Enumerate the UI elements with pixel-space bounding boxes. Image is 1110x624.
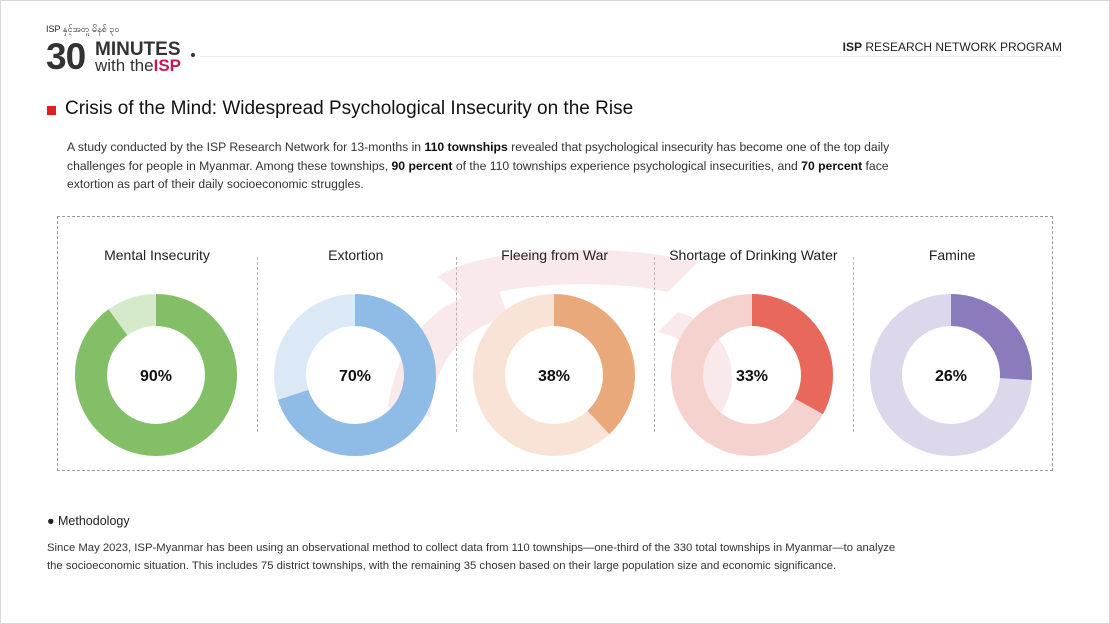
donut-panel-3: Shortage of Drinking Water 33% [654,217,852,470]
page-title: Crisis of the Mind: Widespread Psycholog… [65,98,634,119]
program-title-rest: RESEARCH NETWORK PROGRAM [861,40,1062,54]
donut-panel-2: Fleeing from War 38% [456,217,654,470]
logo-dot-icon [191,53,195,57]
category-label: Extortion [328,247,384,263]
donut-panel-4: Famine 26% [853,217,1051,470]
donut-value-arc [671,294,834,456]
logo-with-the-isp: with theISP [95,57,181,74]
intro-paragraph: A study conducted by the ISP Research Ne… [67,138,907,194]
donut-panel-0: Mental Insecurity 90% [58,217,256,470]
intro-text-1: A study conducted by the ISP Research Ne… [67,140,425,154]
donut-chart: 38% [472,294,635,456]
intro-bold-2: 90 percent [391,158,453,173]
logo-with-text: with the [95,56,154,75]
intro-text-2: revealed that psychological insecurity h… [67,140,890,173]
donut-value-label: 33% [736,368,768,385]
category-label: Shortage of Drinking Water [669,247,838,263]
program-title-bold: ISP [842,40,862,54]
donut-panel-1: Extortion 70% [257,217,455,470]
donut-value-arc [870,294,1033,456]
title-bullet-icon [47,106,56,115]
intro-text-3: of the 110 townships experience psycholo… [452,158,802,173]
donut-chart: 90% [75,294,237,456]
donut-value-label: 26% [935,368,967,385]
donut-value-arc [273,294,436,456]
logo-myanmar-text: ISP နှင့်အတူ မိနစ် ၃၀ [46,24,120,34]
category-label: Fleeing from War [501,247,609,263]
panel-separator [256,257,258,432]
category-label: Famine [928,247,976,263]
donut-chart: 33% [671,294,834,456]
panel-separator [654,257,656,432]
panel-separator [853,257,855,432]
donut-value-arc [75,294,237,456]
isp-logo[interactable]: ISP နှင့်အတူ မိနစ် ၃၀ 30 MINUTES with th… [46,24,206,76]
panel-separator [455,257,457,432]
intro-bold-3: 70 percent [801,158,863,173]
methodology-heading: ● Methodology [47,514,130,528]
donut-value-label: 70% [339,368,371,385]
donut-value-label: 90% [140,368,172,385]
intro-text-4: face extortion as part of their daily so… [67,158,889,192]
category-label: Mental Insecurity [104,247,210,263]
donut-chart: 26% [870,294,1033,456]
header-divider [200,56,1062,57]
logo-isp-text: ISP [153,56,181,75]
methodology-text: Since May 2023, ISP-Myanmar has been usi… [47,542,896,572]
program-title: ISP RESEARCH NETWORK PROGRAM [843,40,1062,54]
donut-value-label: 38% [538,368,570,385]
intro-bold-1: 110 townships [424,140,508,154]
logo-minutes: MINUTES [95,39,181,60]
donut-chart: 70% [273,294,436,456]
donut-value-arc [472,294,635,456]
logo-number: 30 [46,36,86,77]
donut-chart-panel: Mental Insecurity 90% Extortion 70% Fleeing … [57,216,1053,471]
